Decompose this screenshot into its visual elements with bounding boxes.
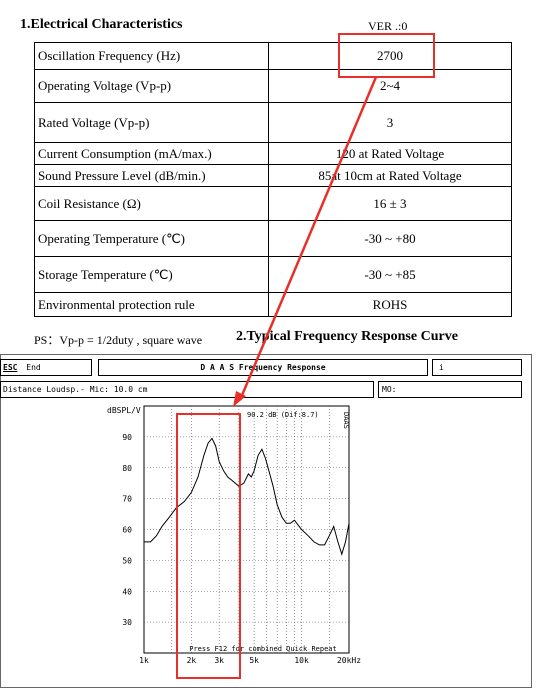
spec-param: Storage Temperature (℃)	[34, 256, 269, 293]
spec-row: Operating Voltage (Vp-p) 2~4	[34, 69, 512, 103]
spec-row: Rated Voltage (Vp-p) 3	[34, 102, 512, 143]
spec-row: Operating Temperature (℃) -30 ~ +80	[34, 220, 512, 257]
x-tick-label: 5k	[249, 656, 259, 665]
daas-title-right: i	[432, 359, 522, 376]
x-tick-label: 3k	[214, 656, 224, 665]
spec-param: Environmental protection rule	[34, 292, 269, 317]
spec-value: 16 ± 3	[268, 186, 512, 221]
x-tick-label: 10k	[294, 656, 309, 665]
x-tick-label: 20kHz	[337, 656, 361, 665]
readout-label: 90.2 dB (Dif:8.7)	[247, 411, 319, 419]
spec-table: Oscillation Frequency (Hz) 2700 Operating …	[34, 42, 512, 317]
y-axis-label: dBSPL/V	[107, 406, 141, 415]
daas-title: D A A S Frequency Response	[200, 363, 326, 372]
spec-param: Rated Voltage (Vp-p)	[34, 102, 269, 143]
spec-value: ROHS	[268, 292, 512, 317]
y-tick-label: 40	[122, 587, 132, 596]
spec-value: 3	[268, 102, 512, 143]
spec-value: 85at 10cm at Rated Voltage	[268, 164, 512, 187]
spec-param: Coil Resistance (Ω)	[34, 186, 269, 221]
daas-side-tag: DAAS	[342, 412, 350, 429]
daas-menu-bar: ESC End	[0, 359, 92, 376]
spec-row: Sound Pressure Level (dB/min.) 85at 10cm …	[34, 164, 512, 187]
y-tick-label: 80	[122, 464, 132, 473]
end-menu-item[interactable]: End	[26, 363, 41, 372]
x-tick-label: 2k	[187, 656, 197, 665]
spec-param: Operating Temperature (℃)	[34, 220, 269, 257]
y-tick-label: 90	[122, 433, 132, 442]
esc-key-label[interactable]: ESC	[3, 363, 18, 372]
spec-value: 120 at Rated Voltage	[268, 142, 512, 165]
spec-value: 2~4	[268, 69, 512, 103]
daas-info-right: MO:	[378, 381, 522, 398]
section-title-frequency-response: 2.Typical Frequency Response Curve	[236, 329, 458, 344]
spec-row: Environmental protection rule ROHS	[34, 292, 512, 317]
distance-info: Distance Loudsp.- Mic: 10.0 cm	[3, 385, 148, 394]
daas-title-bar: D A A S Frequency Response	[98, 359, 428, 376]
y-tick-label: 30	[122, 618, 132, 627]
band-highlight-box	[176, 413, 241, 679]
y-tick-label: 60	[122, 526, 132, 535]
version-label: VER .:0	[368, 19, 408, 33]
y-tick-label: 70	[122, 495, 132, 504]
section-title-electrical: 1.Electrical Characteristics	[20, 17, 183, 32]
x-tick-label: 1k	[139, 656, 149, 665]
y-tick-label: 50	[122, 556, 132, 565]
daas-panel	[0, 354, 532, 688]
response-curve	[144, 437, 350, 556]
spec-row: Coil Resistance (Ω) 16 ± 3	[34, 186, 512, 221]
daas-info-bar: Distance Loudsp.- Mic: 10.0 cm	[0, 381, 374, 398]
spec-param: Oscillation Frequency (Hz)	[34, 42, 269, 70]
footnote: PS：Vp-p = 1/2duty , square wave	[34, 333, 203, 347]
hint-label: Press F12 for combined Quick Repeat	[189, 645, 337, 653]
frequency-highlight-box	[338, 33, 435, 78]
